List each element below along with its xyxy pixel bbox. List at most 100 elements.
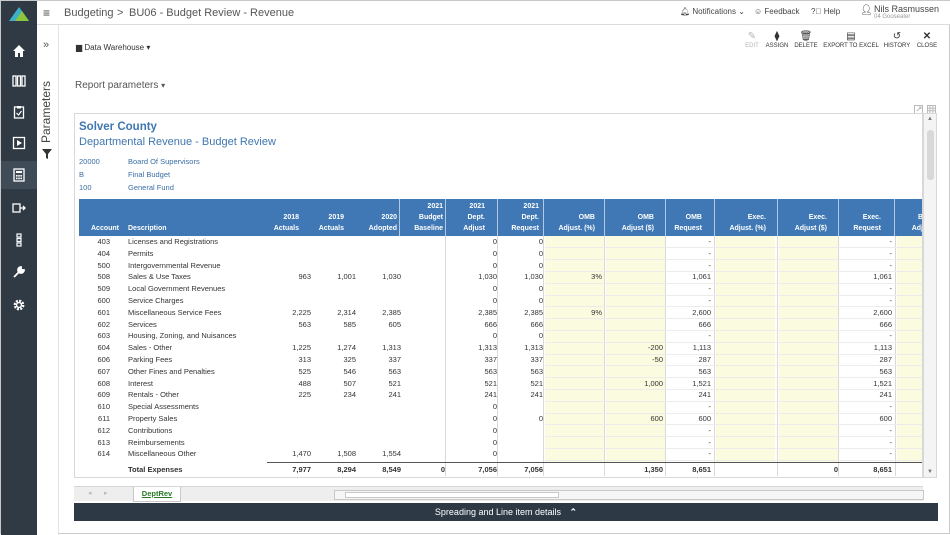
cell-op[interactable] [545,425,602,437]
close-button[interactable]: ✕ CLOSE [897,31,950,49]
cell-od[interactable] [606,389,663,401]
cell-op[interactable] [545,236,602,248]
report-parameters-toggle[interactable]: Report parameters ▾ [75,80,165,91]
cell-ed[interactable] [779,330,838,342]
cell-ed[interactable] [779,413,838,425]
data-transfer-icon[interactable] [1,194,37,222]
cell-ep[interactable] [716,295,775,307]
cell-op[interactable]: 3% [591,272,602,282]
tab-scroll-right-icon[interactable]: ▸ [104,490,108,497]
cell-od[interactable]: -200 [647,343,663,353]
cell-op[interactable]: 9% [591,307,602,317]
scroll-thumb[interactable] [927,130,934,180]
cell-od[interactable] [606,401,663,413]
cell-ed[interactable] [779,354,838,366]
cell-ep[interactable] [716,448,775,460]
cell-op[interactable] [545,330,602,342]
cell-op[interactable] [545,342,602,354]
history-button[interactable]: ↺ HISTORY [867,31,927,49]
cell-op[interactable] [545,260,602,272]
cell-ep[interactable] [716,319,775,331]
home-icon[interactable] [1,37,37,65]
expand-chevron-icon[interactable]: » [43,39,50,51]
cell-op[interactable] [545,295,602,307]
cell-od[interactable]: 600 [650,414,663,423]
cell-ed[interactable] [779,271,838,283]
delete-button[interactable]: 🗑︎ DELETE [776,31,836,49]
calculator-icon[interactable] [1,161,37,189]
cell-od[interactable] [606,271,663,283]
cell-op[interactable] [545,319,602,331]
cell-ed[interactable] [779,378,838,390]
cell-op[interactable] [545,389,602,401]
cell-ep[interactable] [716,413,775,425]
cell-op[interactable] [545,413,602,425]
cell-ep[interactable] [716,437,775,449]
cell-ed[interactable] [779,248,838,260]
cell-ep[interactable] [716,401,775,413]
cell-od[interactable] [606,330,663,342]
cell-ep[interactable] [716,260,775,272]
cell-ep[interactable] [716,342,775,354]
cell-od[interactable] [606,295,663,307]
cell-od[interactable]: -50 [652,355,663,364]
help-link[interactable]: ?⃝ Help [811,7,840,16]
cell-ep[interactable] [716,283,775,295]
hierarchy-icon[interactable] [1,226,37,254]
cell-od[interactable] [606,248,663,260]
cell-ep[interactable] [716,354,775,366]
cell-op[interactable] [545,354,602,366]
cell-ed[interactable] [779,448,838,460]
detail-panel-toggle[interactable]: Spreading and Line item details ⌃ [74,503,938,521]
cell-ed[interactable] [779,283,838,295]
cell-op[interactable] [545,437,602,449]
cell-ed[interactable] [779,307,838,319]
cell-od[interactable] [606,236,663,248]
cell-ed[interactable] [779,236,838,248]
cell-ep[interactable] [716,378,775,390]
feedback-link[interactable]: ☺ Feedback [754,7,800,16]
cell-ep[interactable] [716,389,775,401]
tab-deptrev[interactable]: DeptRev [133,487,181,502]
hamburger-menu-icon[interactable]: ≡ [43,6,51,20]
cell-ep[interactable] [716,248,775,260]
tab-scroll-left-icon[interactable]: ◂ [88,490,92,497]
cell-od[interactable] [606,319,663,331]
filter-icon[interactable] [42,149,52,159]
cell-ed[interactable] [779,366,838,378]
cell-od[interactable] [606,260,663,272]
user-name[interactable]: Nils Rasmussen [874,4,940,14]
cell-ep[interactable] [716,330,775,342]
hscroll-thumb[interactable] [345,492,559,498]
cell-od[interactable]: 1,000 [644,378,663,388]
cell-op[interactable] [545,366,602,378]
cell-od[interactable] [606,307,663,319]
cell-op[interactable] [545,448,602,460]
user-icon[interactable]: 👤︎ [860,5,873,16]
assign-button[interactable]: ⧫ ASSIGN [747,31,807,49]
notifications-menu[interactable]: 🔔︎ Notifications ⌄ [680,7,745,16]
cell-ed[interactable] [779,260,838,272]
cell-ed[interactable] [779,437,838,449]
scroll-up-icon[interactable]: ▲ [927,116,933,122]
cell-od[interactable] [606,425,663,437]
cell-od[interactable] [606,366,663,378]
cell-od[interactable] [606,283,663,295]
cell-ep[interactable] [716,307,775,319]
cell-ep[interactable] [716,271,775,283]
scroll-down-icon[interactable]: ▼ [927,469,933,475]
cell-ed[interactable] [779,401,838,413]
cell-ep[interactable] [716,425,775,437]
cell-ed[interactable] [779,319,838,331]
edit-button[interactable]: ✎ EDIT [722,31,782,49]
breadcrumb-root[interactable]: Budgeting [64,7,114,19]
cell-ed[interactable] [779,389,838,401]
cell-op[interactable] [545,283,602,295]
cell-od[interactable] [606,437,663,449]
settings-gear-icon[interactable] [1,291,37,319]
cell-ed[interactable] [779,425,838,437]
vertical-scrollbar[interactable]: ▲ ▼ [923,113,937,478]
library-icon[interactable] [1,67,37,95]
tools-icon[interactable] [1,258,37,286]
clipboard-icon[interactable] [1,98,37,126]
